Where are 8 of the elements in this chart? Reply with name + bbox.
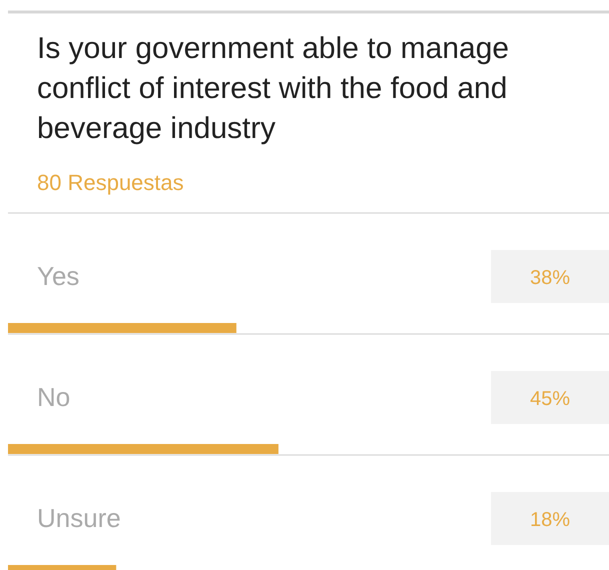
data-label: 45%	[530, 388, 570, 410]
data-label: 18%	[530, 509, 570, 531]
y-tick-label: No	[37, 382, 70, 412]
y-tick-label: Yes	[37, 261, 80, 291]
chart-title: Is your government able to manage conflict of interest with the food and beverage industry	[37, 32, 509, 145]
chart-subtitle: 80 Respuestas	[37, 170, 184, 195]
y-tick-label: Unsure	[37, 503, 121, 533]
data-label: 38%	[530, 267, 570, 289]
